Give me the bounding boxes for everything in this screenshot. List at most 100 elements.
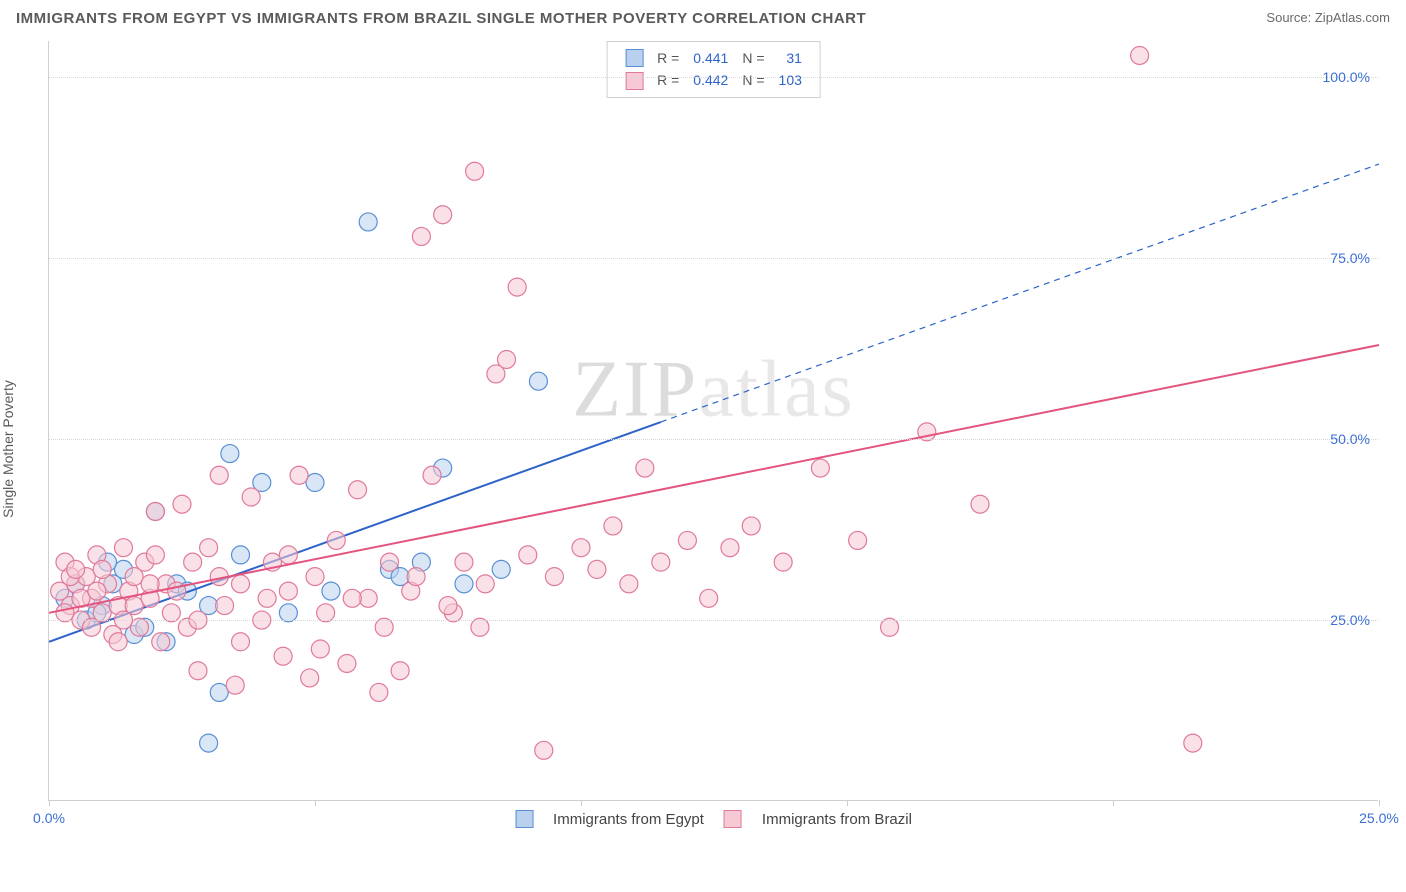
data-point (232, 546, 250, 564)
data-point (678, 531, 696, 549)
x-tick-label: 25.0% (1359, 810, 1399, 826)
data-point (652, 553, 670, 571)
trend-line-dashed (661, 164, 1379, 422)
data-point (1184, 734, 1202, 752)
data-point (327, 531, 345, 549)
data-point (216, 597, 234, 615)
data-point (343, 589, 361, 607)
legend-r-value: 0.441 (687, 48, 734, 68)
data-point (588, 560, 606, 578)
data-point (173, 495, 191, 513)
source-name: ZipAtlas.com (1315, 10, 1390, 25)
data-point (301, 669, 319, 687)
data-point (232, 575, 250, 593)
gridline (49, 439, 1378, 440)
data-point (492, 560, 510, 578)
data-point (221, 445, 239, 463)
x-tick (1113, 800, 1114, 806)
legend-swatch (515, 810, 533, 828)
y-tick-label: 100.0% (1323, 69, 1370, 85)
data-point (306, 568, 324, 586)
data-point (93, 560, 111, 578)
y-tick-label: 50.0% (1330, 431, 1370, 447)
legend-swatch (625, 49, 643, 67)
data-point (391, 662, 409, 680)
legend-swatch (625, 72, 643, 90)
chart-header: IMMIGRANTS FROM EGYPT VS IMMIGRANTS FROM… (0, 0, 1406, 31)
data-point (439, 597, 457, 615)
data-point (535, 741, 553, 759)
data-point (184, 553, 202, 571)
scatter-svg (49, 41, 1378, 800)
data-point (455, 553, 473, 571)
x-tick (581, 800, 582, 806)
data-point (290, 466, 308, 484)
legend-n-value: 31 (773, 48, 808, 68)
y-tick-label: 75.0% (1330, 250, 1370, 266)
data-point (146, 502, 164, 520)
gridline (49, 258, 1378, 259)
legend-row: R =0.441N =31 (619, 48, 808, 68)
data-point (529, 372, 547, 390)
x-tick (49, 800, 50, 806)
legend-n-label: N = (736, 70, 770, 90)
data-point (811, 459, 829, 477)
data-point (407, 568, 425, 586)
x-tick (1379, 800, 1380, 806)
data-point (146, 546, 164, 564)
plot-region: ZIPatlas R =0.441N =31R =0.442N =103 Imm… (48, 41, 1378, 801)
data-point (742, 517, 760, 535)
data-point (498, 350, 516, 368)
source-attribution: Source: ZipAtlas.com (1266, 10, 1390, 25)
data-point (519, 546, 537, 564)
data-point (359, 213, 377, 231)
gridline (49, 620, 1378, 621)
data-point (88, 582, 106, 600)
legend-swatch (724, 810, 742, 828)
series-legend: Immigrants from Egypt Immigrants from Bra… (505, 810, 922, 828)
correlation-legend: R =0.441N =31R =0.442N =103 (606, 41, 821, 98)
data-point (721, 539, 739, 557)
data-point (434, 206, 452, 224)
legend-series-label: Immigrants from Brazil (762, 811, 912, 828)
data-point (232, 633, 250, 651)
data-point (242, 488, 260, 506)
data-point (311, 640, 329, 658)
data-point (168, 582, 186, 600)
legend-r-label: R = (651, 48, 685, 68)
data-point (279, 546, 297, 564)
data-point (189, 662, 207, 680)
data-point (971, 495, 989, 513)
data-point (349, 481, 367, 499)
data-point (412, 227, 430, 245)
data-point (210, 683, 228, 701)
data-point (338, 654, 356, 672)
chart-area: Single Mother Poverty ZIPatlas R =0.441N… (0, 31, 1406, 851)
legend-row: R =0.442N =103 (619, 70, 808, 90)
data-point (1131, 46, 1149, 64)
x-tick (315, 800, 316, 806)
data-point (279, 582, 297, 600)
data-point (572, 539, 590, 557)
y-axis-label: Single Mother Poverty (0, 380, 16, 518)
data-point (380, 553, 398, 571)
legend-n-label: N = (736, 48, 770, 68)
data-point (274, 647, 292, 665)
data-point (508, 278, 526, 296)
data-point (476, 575, 494, 593)
data-point (545, 568, 563, 586)
data-point (636, 459, 654, 477)
legend-series-label: Immigrants from Egypt (553, 811, 704, 828)
data-point (849, 531, 867, 549)
data-point (258, 589, 276, 607)
data-point (200, 734, 218, 752)
data-point (774, 553, 792, 571)
data-point (370, 683, 388, 701)
data-point (620, 575, 638, 593)
data-point (210, 466, 228, 484)
legend-r-value: 0.442 (687, 70, 734, 90)
data-point (114, 539, 132, 557)
chart-title: IMMIGRANTS FROM EGYPT VS IMMIGRANTS FROM… (16, 10, 866, 27)
data-point (67, 560, 85, 578)
data-point (322, 582, 340, 600)
